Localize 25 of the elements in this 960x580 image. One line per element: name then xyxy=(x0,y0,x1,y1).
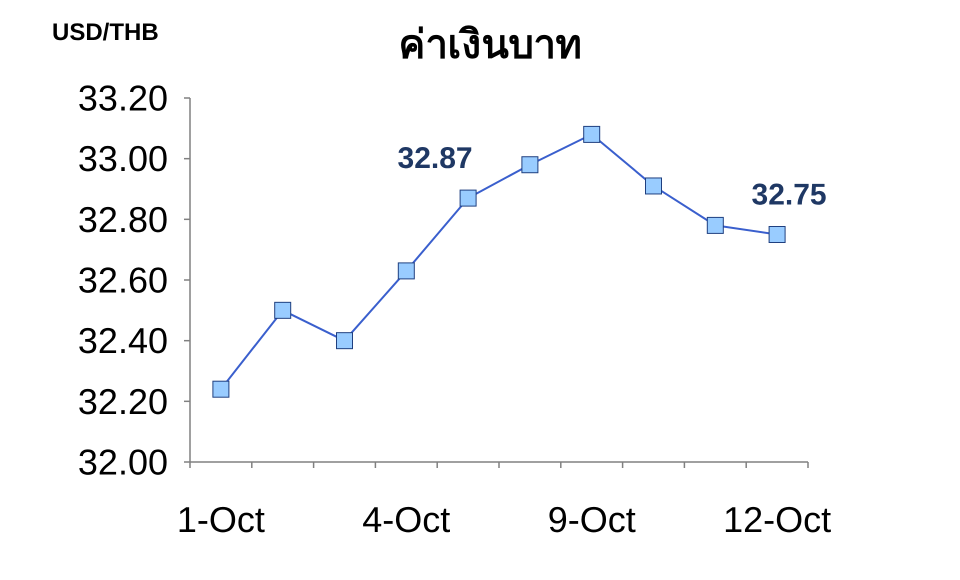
x-tick-label: 4-Oct xyxy=(362,499,450,540)
point xyxy=(645,177,662,194)
point xyxy=(768,226,786,243)
data-label: 32.87 xyxy=(398,142,473,176)
x-tick-label: 12-Oct xyxy=(723,499,832,540)
point xyxy=(274,302,292,319)
y-tick-label: 32.00 xyxy=(78,442,168,482)
point xyxy=(398,262,415,280)
y-tick-label: 32.40 xyxy=(78,320,168,362)
chart-title: ค่าเงินบาท xyxy=(398,23,582,67)
y-tick-label: 32.20 xyxy=(78,380,168,422)
y-axis-title: USD/THB xyxy=(52,19,159,46)
point xyxy=(212,380,230,398)
point xyxy=(583,126,600,143)
x-tick-label: 9-Oct xyxy=(548,499,636,540)
x-tick-label: 1-Oct xyxy=(176,499,265,540)
y-tick-label: 33.00 xyxy=(78,138,168,180)
point xyxy=(521,156,538,174)
point xyxy=(336,332,353,350)
data-label: 32.75 xyxy=(752,178,827,212)
y-tick-label: 32.80 xyxy=(78,198,168,240)
point xyxy=(706,216,724,234)
y-tick-label: 33.20 xyxy=(78,78,168,118)
y-tick-label: 32.60 xyxy=(78,260,168,300)
point xyxy=(460,190,477,207)
